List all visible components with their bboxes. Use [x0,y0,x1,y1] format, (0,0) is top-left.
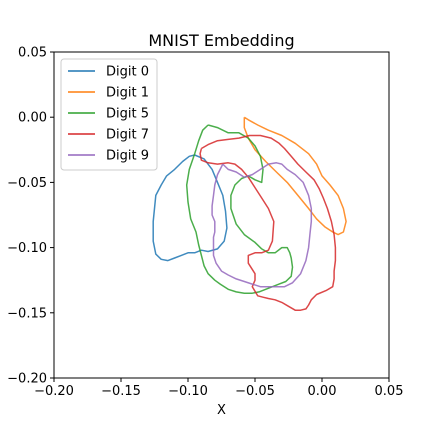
legend: Digit 0 Digit 1 Digit 5 Digit 7 Digit 9 [60,58,158,171]
y-tick-label: −0.20 [7,372,47,387]
x-tick-label: −0.20 [34,384,74,399]
plot-frame [53,51,390,379]
series-layer [152,116,347,311]
legend-label-1: Digit 1 [106,86,149,101]
legend-label-3: Digit 7 [106,128,149,143]
x-tick-label: −0.05 [235,384,275,399]
series-line-1 [243,116,347,236]
series-line-3 [199,134,337,311]
series-line-2 [185,124,294,294]
series-line-0 [152,154,228,262]
x-axis-label: X [217,403,226,418]
legend-frame [60,58,158,171]
y-tick-label: 0.05 [18,46,47,61]
y-tick-label: −0.05 [7,176,47,191]
x-tick-label: −0.15 [101,384,141,399]
y-tick-label: −0.15 [7,306,47,321]
legend-label-2: Digit 5 [106,107,149,122]
x-tick-label: 0.00 [308,384,337,399]
y-tick-label: −0.10 [7,241,47,256]
chart-title: MNIST Embedding [148,31,294,50]
y-axis: −0.20 −0.15 −0.10 −0.05 0.00 0.05 [7,46,54,387]
series-line-4 [211,162,313,288]
y-tick-label: 0.00 [18,111,47,126]
x-tick-label: 0.05 [375,384,404,399]
x-tick-label: −0.10 [168,384,208,399]
legend-label-0: Digit 0 [106,65,149,80]
legend-label-4: Digit 9 [106,149,149,164]
x-axis: −0.20 −0.15 −0.10 −0.05 0.00 0.05 [34,378,403,399]
